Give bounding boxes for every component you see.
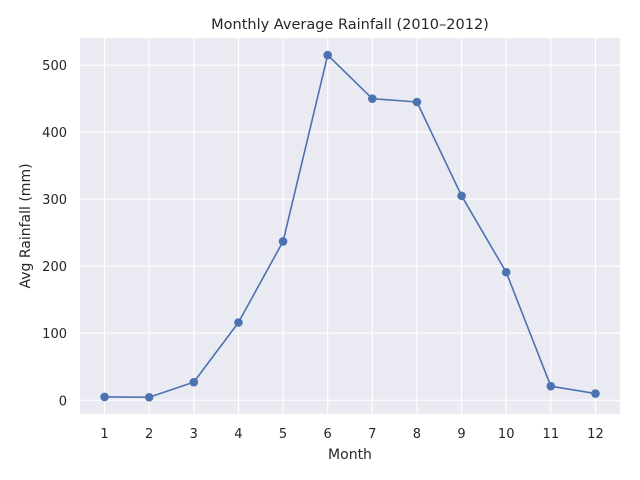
x-tick-labels: 1 2 3 4 5 6 7 8 9 10 11 12 [100,427,603,442]
x-tick-label: 12 [587,427,604,442]
x-tick-label: 1 [100,427,108,442]
y-tick-label: 300 [42,193,67,208]
data-point [368,94,377,103]
data-point [234,318,243,327]
x-tick-label: 2 [145,427,153,442]
x-tick-label: 5 [279,427,287,442]
y-tick-labels: 0 100 200 300 400 500 [42,59,67,409]
y-tick-label: 0 [59,394,67,409]
data-point [278,237,288,246]
x-tick-label: 3 [190,427,198,442]
data-point [189,377,199,387]
data-point [546,381,556,391]
x-tick-label: 11 [543,427,560,442]
data-point [144,392,154,402]
y-tick-label: 500 [42,59,67,74]
x-tick-label: 9 [457,427,465,442]
data-point [100,392,109,402]
x-tick-label: 6 [324,427,332,442]
data-series [100,50,600,402]
data-point [591,389,600,398]
plot-area [80,38,620,414]
x-tick-label: 4 [234,427,242,442]
y-tick-label: 400 [42,126,67,141]
x-tick-label: 10 [498,427,515,442]
data-point [457,191,466,201]
data-point [323,50,332,60]
x-tick-label: 7 [368,427,376,442]
data-point [412,97,422,107]
y-tick-label: 200 [42,260,67,275]
series-line [104,54,596,399]
x-axis-label: Month [328,447,372,463]
y-axis-label: Avg Rainfall (mm) [18,163,34,288]
y-tick-label: 100 [42,327,67,342]
x-tick-label: 8 [413,427,421,442]
data-point [501,267,511,277]
chart-title: Monthly Average Rainfall (2010–2012) [211,17,489,33]
